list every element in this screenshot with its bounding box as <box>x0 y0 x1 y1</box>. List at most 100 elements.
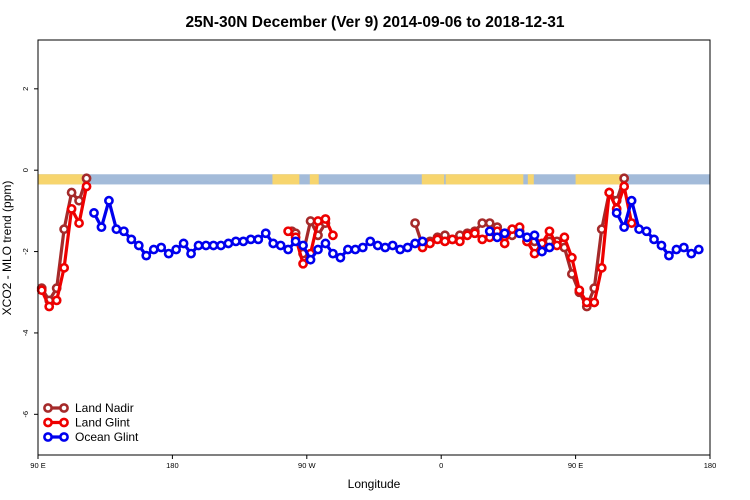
land-glint-point <box>544 226 555 237</box>
x-tick-label: 90 E <box>30 461 45 470</box>
y-tick-label: 0 <box>21 168 30 172</box>
legend-marker <box>59 403 69 413</box>
ocean-glint-point <box>335 252 346 263</box>
legend-entry-land-glint: Land Glint <box>43 416 130 430</box>
x-axis: 90 E 180 90 W 0 90 E 180 <box>30 455 716 470</box>
ocean-glint-point <box>201 240 211 251</box>
ocean-glint-point <box>649 234 659 245</box>
ocean-glint-point <box>611 208 622 218</box>
series-layer <box>36 173 704 312</box>
y-tick-label: 2 <box>21 87 30 91</box>
land-glint-point <box>74 218 84 228</box>
land-glint-point <box>425 238 435 249</box>
ocean-glint-point <box>544 242 555 253</box>
ocean-glint-point <box>357 242 368 253</box>
y-axis: 2 0 -2 -4 -6 <box>21 87 38 418</box>
land-nadir-point <box>484 218 495 228</box>
y-tick-label: -6 <box>21 411 30 418</box>
land-segment <box>38 174 83 185</box>
land-glint-point <box>596 262 607 273</box>
ocean-glint-point <box>96 222 107 233</box>
ocean-glint-point <box>402 242 413 253</box>
land-glint-point <box>589 297 600 308</box>
ocean-glint-point <box>492 232 503 243</box>
land-segment <box>445 174 524 185</box>
ocean-glint-point <box>253 234 264 245</box>
ocean-band <box>38 174 710 185</box>
land-segment <box>527 174 534 185</box>
legend-marker <box>43 403 53 413</box>
legend-label: Ocean Glint <box>75 430 139 444</box>
land-glint-point <box>432 234 443 245</box>
land-glint-point <box>604 187 615 198</box>
ocean-glint-point <box>529 230 540 241</box>
ocean-glint-point <box>350 244 361 255</box>
land-glint-point <box>298 258 308 269</box>
ocean-glint-point <box>290 236 301 247</box>
ocean-glint-point <box>686 248 697 259</box>
land-nadir-point <box>81 173 92 184</box>
ocean-glint-point <box>664 250 674 261</box>
ocean-glint-point <box>499 228 510 239</box>
ocean-glint-point <box>514 228 525 239</box>
land-glint-point <box>469 228 480 239</box>
land-glint-point <box>574 285 585 296</box>
land-ocean-mask-band <box>38 174 710 185</box>
ocean-glint-point <box>230 236 241 247</box>
land-glint-point <box>51 295 62 306</box>
chart-title: 25N-30N December (Ver 9) 2014-09-06 to 2… <box>185 14 564 31</box>
ocean-glint-point <box>537 246 547 257</box>
ocean-glint-point <box>126 234 137 245</box>
land-glint-point <box>81 181 92 192</box>
ocean-glint-point <box>193 240 204 251</box>
ocean-glint-point <box>641 226 652 237</box>
x-tick-label: 180 <box>704 461 717 470</box>
ocean-glint-point <box>634 224 644 235</box>
ocean-glint-point <box>186 248 196 259</box>
land-glint-point <box>59 262 70 273</box>
ocean-glint-point <box>395 244 406 255</box>
legend-marker <box>59 417 69 428</box>
land-glint-point <box>552 240 562 251</box>
ocean-glint-point <box>133 240 144 251</box>
ocean-glint-point <box>275 240 286 251</box>
ocean-glint-point <box>260 228 271 239</box>
land-glint-point <box>44 301 55 312</box>
y-axis-label: XCO2 - MLO trend (ppm) <box>0 181 14 316</box>
land-glint-point <box>462 230 473 241</box>
ocean-glint-point <box>320 238 331 249</box>
land-nadir-point <box>410 218 420 228</box>
ocean-glint-point <box>238 236 249 247</box>
ocean-glint-point <box>410 238 420 249</box>
ocean-glint-point <box>245 234 256 245</box>
land-glint-point <box>477 234 488 245</box>
ocean-glint-point <box>305 254 316 265</box>
legend-entry-ocean-glint: Ocean Glint <box>43 430 139 444</box>
land-glint-point <box>440 236 450 247</box>
land-glint-point <box>559 232 570 243</box>
series-land-glint <box>36 181 637 312</box>
plot-frame <box>37 39 711 456</box>
ocean-glint-point <box>656 240 667 251</box>
ocean-glint-point <box>342 244 353 255</box>
land-glint-point <box>566 252 577 263</box>
land-glint-point <box>454 236 465 247</box>
land-glint-point <box>529 248 540 259</box>
legend-label: Land Nadir <box>75 401 134 415</box>
ocean-glint-point <box>148 244 159 255</box>
land-nadir-point <box>305 216 316 226</box>
land-glint-point <box>447 234 458 245</box>
land-segment <box>272 174 300 185</box>
ocean-glint-point <box>118 226 129 237</box>
x-tick-label: 90 W <box>298 461 316 470</box>
land-nadir-point <box>59 224 70 235</box>
ocean-glint-point <box>216 240 226 251</box>
x-tick-label: 0 <box>439 461 443 470</box>
x-tick-label: 180 <box>166 461 179 470</box>
land-glint-point <box>626 218 637 228</box>
x-axis-label: Longitude <box>348 477 401 491</box>
land-nadir-point <box>477 218 488 228</box>
ocean-glint-point <box>387 240 398 251</box>
land-nadir-point <box>619 173 630 184</box>
ocean-glint-point <box>171 244 182 255</box>
